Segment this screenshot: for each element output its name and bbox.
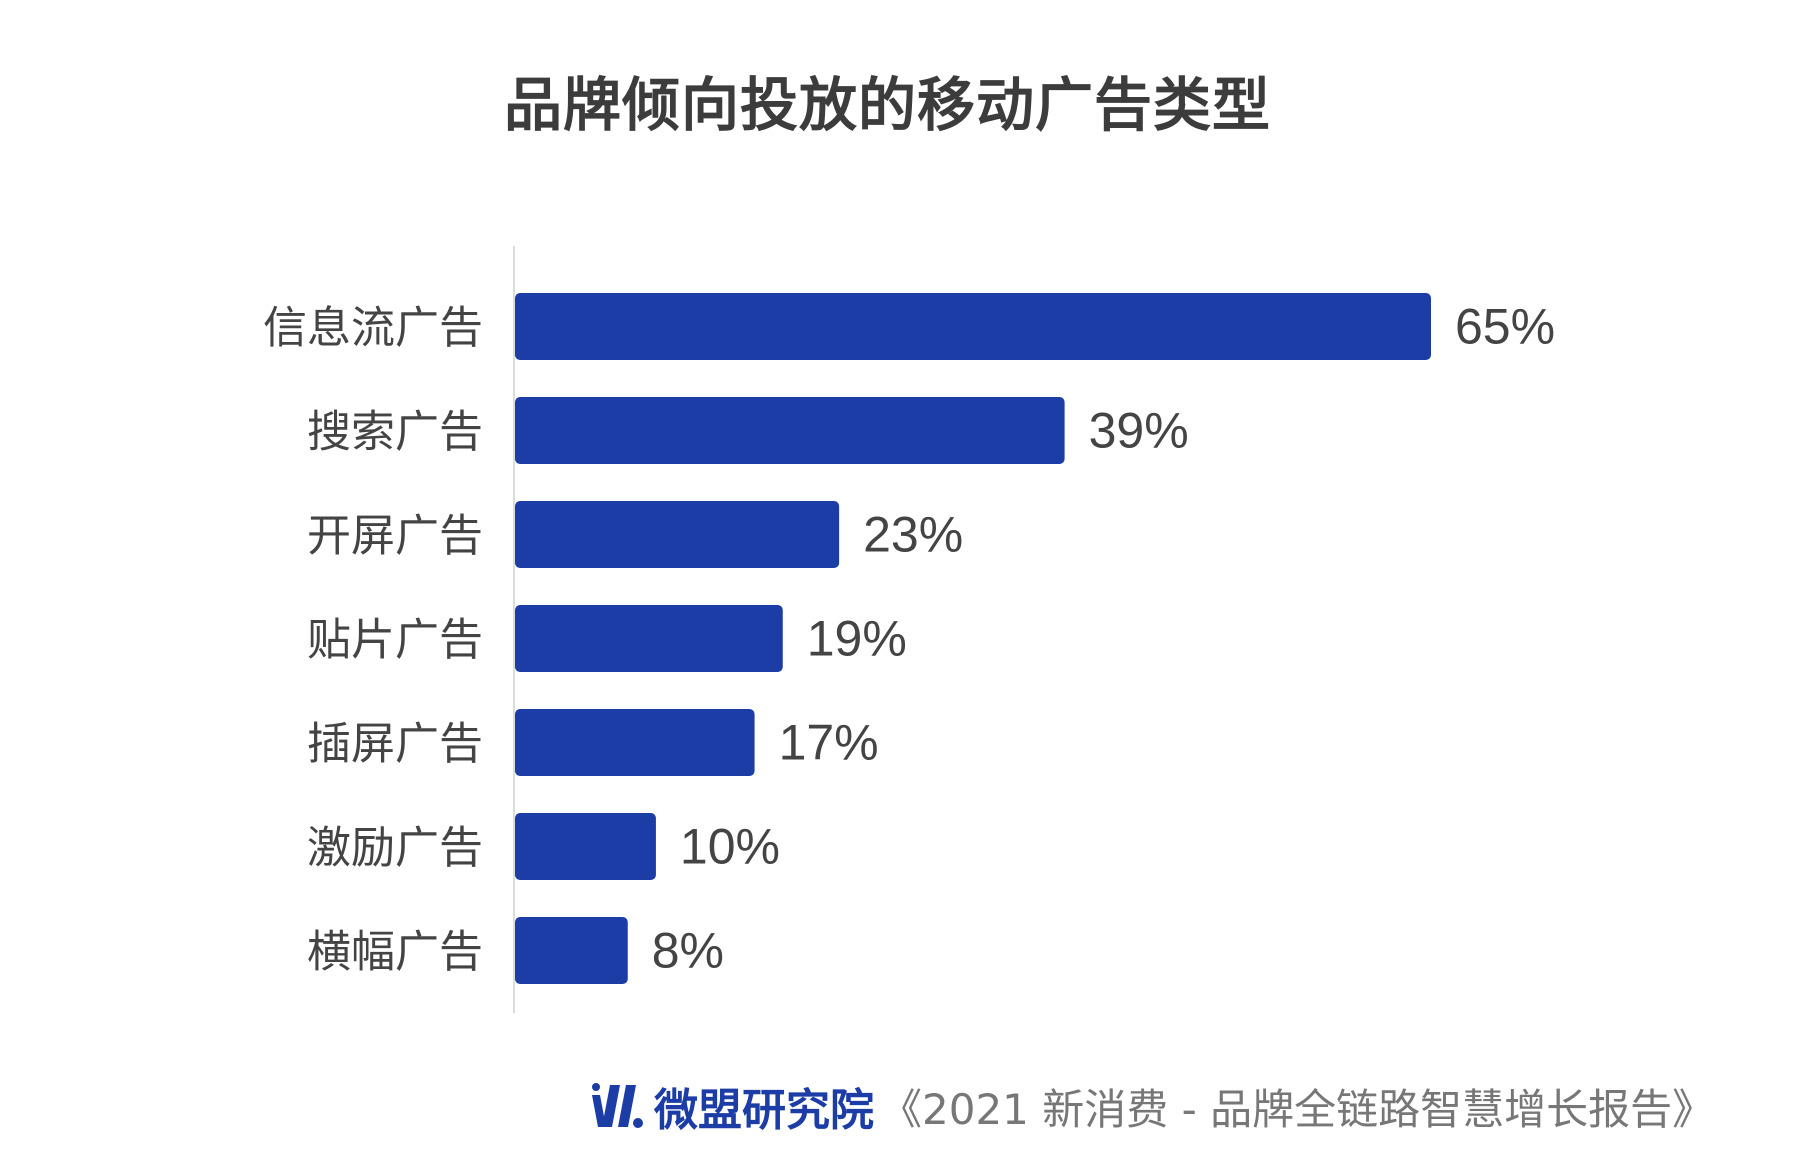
category-label: 插屏广告	[307, 719, 483, 770]
bar	[515, 501, 840, 568]
category-label: 激励广告	[307, 823, 483, 874]
bar	[515, 397, 1065, 464]
category-label: 信息流广告	[263, 303, 483, 354]
category-label: 开屏广告	[307, 511, 483, 562]
value-label: 65%	[1455, 299, 1555, 355]
value-label: 39%	[1089, 403, 1189, 459]
brand-name: 微盟研究院	[654, 1085, 874, 1136]
bar	[515, 293, 1431, 360]
category-label: 贴片广告	[307, 615, 483, 666]
chart-title: 品牌倾向投放的移动广告类型	[503, 71, 1271, 139]
footer: 微盟研究院 《2021 新消费 - 品牌全链路智慧增长报告》	[590, 1074, 1714, 1138]
bar	[515, 917, 628, 984]
category-label: 搜索广告	[307, 407, 483, 458]
bar-chart: 信息流广告 65% 搜索广告 39% 开屏广告 23% 贴片广告 19% 插屏广告 17% 激励广告…	[263, 246, 1555, 1013]
bar	[515, 813, 656, 880]
weimob-logo-icon	[592, 1083, 643, 1128]
bar	[515, 605, 783, 672]
value-label: 23%	[863, 507, 963, 563]
category-label: 横幅广告	[307, 927, 483, 978]
value-label: 19%	[807, 611, 907, 667]
bar	[515, 709, 755, 776]
value-label: 17%	[779, 715, 879, 771]
value-label: 10%	[680, 819, 780, 875]
source-citation: 《2021 新消费 - 品牌全链路智慧增长报告》	[880, 1084, 1715, 1134]
value-label: 8%	[652, 923, 724, 979]
